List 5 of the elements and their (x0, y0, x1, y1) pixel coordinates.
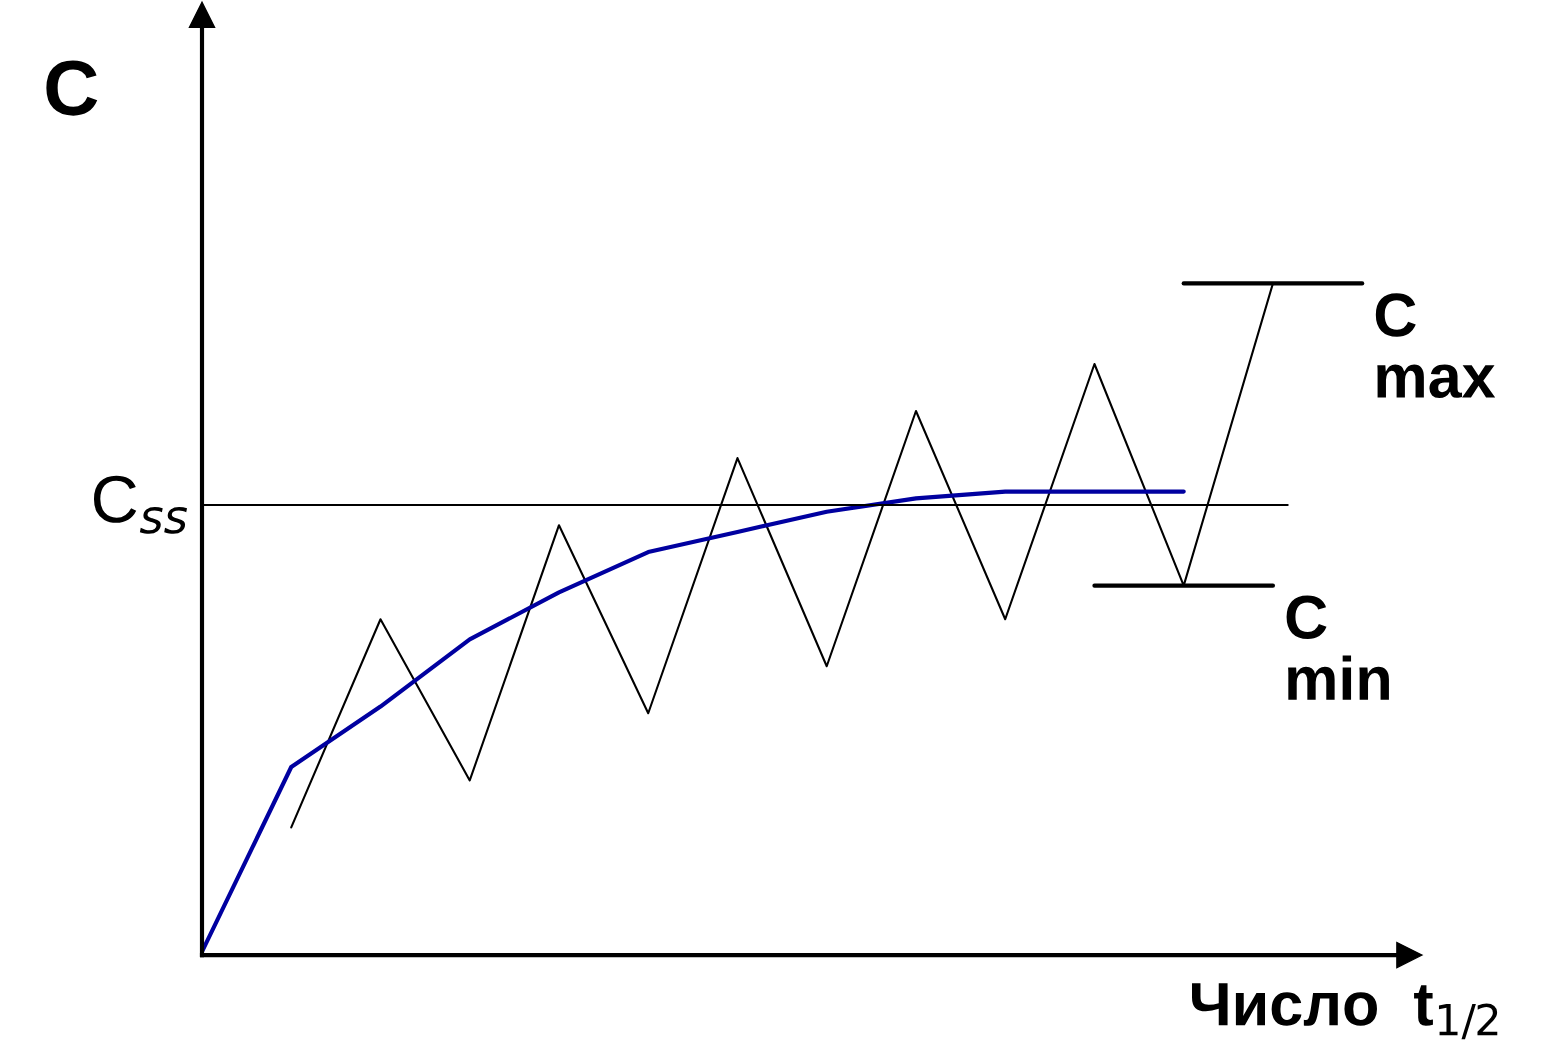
ref-line-label: C$_{ss}$ (93, 475, 188, 534)
series-label: C max (1375, 293, 1496, 399)
y-axis-title: C (46, 60, 98, 116)
x-axis-title: Число t$_{1/2}$ (1192, 983, 1498, 1040)
series-label: C min (1286, 595, 1389, 700)
